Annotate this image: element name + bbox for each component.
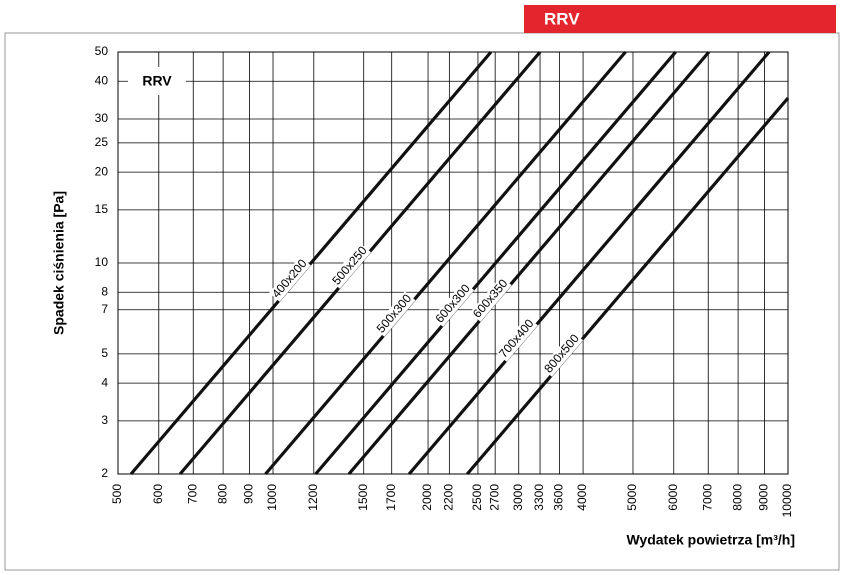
inner-label: RRV bbox=[142, 73, 172, 89]
x-tick-label: 4000 bbox=[575, 484, 589, 511]
plot-frame bbox=[117, 51, 789, 475]
x-tick-label: 2700 bbox=[487, 484, 501, 511]
x-tick-label: 9000 bbox=[757, 484, 771, 511]
inner-label-box bbox=[128, 67, 186, 95]
x-tick-label: 6000 bbox=[666, 484, 680, 511]
x-tick-label: 900 bbox=[242, 484, 256, 504]
curve bbox=[347, 50, 711, 476]
x-tick-label: 1200 bbox=[306, 484, 320, 511]
curve bbox=[264, 50, 627, 476]
series-label-bg bbox=[329, 243, 371, 289]
x-tick-label: 600 bbox=[151, 484, 165, 504]
x-tick-label: 700 bbox=[185, 484, 199, 504]
x-tick-label: 3000 bbox=[511, 484, 525, 511]
x-tick-label: 10000 bbox=[780, 484, 794, 518]
x-tick-label: 2000 bbox=[420, 484, 434, 511]
x-tick-label: 1700 bbox=[384, 484, 398, 511]
x-tick-label: 2500 bbox=[470, 484, 484, 511]
y-tick-label: 40 bbox=[95, 73, 109, 87]
y-tick-label: 10 bbox=[95, 255, 109, 269]
x-tick-label: 1500 bbox=[356, 484, 370, 511]
y-tick-label: 7 bbox=[101, 302, 108, 316]
plot: 500 600 700 800 900 1000 1200 1500 1700 2000 2200 2… bbox=[95, 44, 795, 517]
curve bbox=[314, 50, 677, 476]
x-tick-label: 3300 bbox=[532, 484, 546, 511]
y-tick-label: 15 bbox=[95, 202, 109, 216]
x-tick-label: 3600 bbox=[552, 484, 566, 511]
y-tick-label: 4 bbox=[101, 375, 108, 389]
title-bar bbox=[524, 5, 836, 33]
series-label-bg bbox=[269, 256, 311, 302]
x-tick-label: 8000 bbox=[730, 484, 744, 511]
curve bbox=[129, 50, 493, 476]
y-tick-label: 8 bbox=[101, 284, 108, 298]
x-tick-label: 5000 bbox=[625, 484, 639, 511]
series-label: 600x300 bbox=[432, 281, 473, 325]
series-label-bg bbox=[432, 281, 475, 327]
y-tick-label: 2 bbox=[101, 466, 108, 480]
curve bbox=[466, 96, 790, 476]
y-tick-label: 5 bbox=[101, 346, 108, 360]
x-tick-label: 1000 bbox=[265, 484, 279, 511]
y-tick-label: 3 bbox=[101, 413, 108, 427]
y-tick-label: 20 bbox=[95, 164, 109, 178]
series-label: 600x350 bbox=[470, 276, 511, 320]
x-tick-label: 500 bbox=[110, 484, 124, 504]
x-tick-label: 2200 bbox=[442, 484, 456, 511]
curve bbox=[407, 50, 771, 476]
frame bbox=[4, 32, 840, 571]
series-label: 800x500 bbox=[541, 331, 582, 375]
series-label-bg bbox=[541, 331, 584, 377]
series-label-bg bbox=[495, 316, 538, 362]
series-label-bg bbox=[469, 276, 512, 322]
series-label-bg bbox=[373, 291, 416, 337]
y-tick-label: 50 bbox=[95, 44, 109, 58]
series-label: 500x300 bbox=[374, 291, 415, 335]
y-axis-title: Spadek ciśnienia [Pa] bbox=[51, 191, 67, 335]
y-tick-label: 30 bbox=[95, 111, 109, 125]
y-tick-label: 25 bbox=[95, 135, 109, 149]
x-tick-label: 800 bbox=[215, 484, 229, 504]
chart-title: RRV bbox=[544, 9, 580, 28]
x-axis-title: Wydatek powietrza [m³/h] bbox=[626, 532, 795, 548]
x-tick-label: 7000 bbox=[700, 484, 714, 511]
